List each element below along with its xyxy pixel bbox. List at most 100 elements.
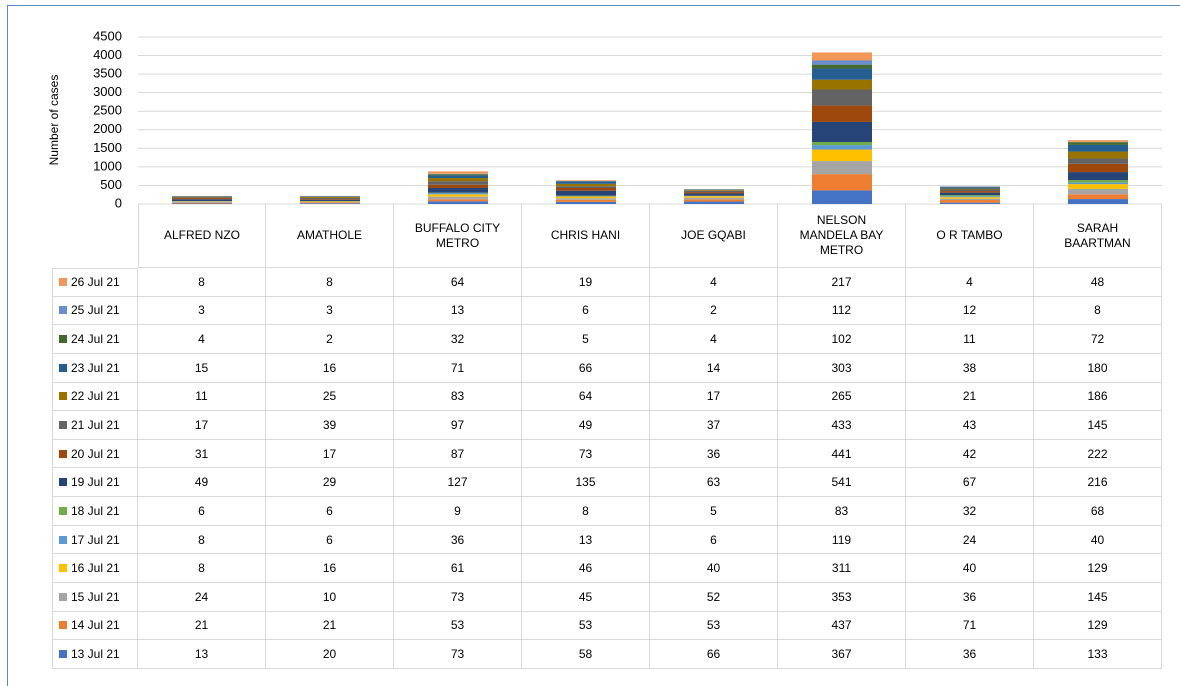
legend-key [59,478,67,486]
table-value-text: 38 [963,361,976,375]
table-value-text: 64 [451,275,464,289]
table-value-text: 72 [1091,332,1104,346]
table-value-text: 8 [582,504,589,518]
bar-segment [940,193,1000,195]
table-value: 2 [650,297,778,326]
table-value: 71 [906,612,1034,641]
category-header: O R TAMBO [906,204,1034,268]
table-value: 40 [650,554,778,583]
table-value: 129 [1034,612,1162,641]
table-value: 14 [650,354,778,383]
table-value: 13 [522,526,650,555]
table-value: 21 [266,612,394,641]
legend-entry: 13 Jul 21 [52,640,138,669]
legend-entry: 16 Jul 21 [52,554,138,583]
bar-segment [684,192,744,193]
table-value: 63 [650,468,778,497]
table-value-text: 6 [326,504,333,518]
bar-segment [428,199,488,201]
table-value-text: 4 [966,275,973,289]
bar-segment [812,174,872,190]
table-value: 66 [650,640,778,669]
bar-segment [300,196,360,197]
bar-segment [556,198,616,200]
bar-segment [172,196,232,197]
table-value: 36 [650,440,778,469]
table-value-text: 5 [582,332,589,346]
table-value: 11 [138,383,266,412]
table-value-text: 133 [1087,647,1107,661]
table-value: 24 [906,526,1034,555]
category-header: BUFFALO CITY METRO [394,204,522,268]
y-axis-label: Number of cases [47,75,61,166]
table-value-text: 66 [707,647,720,661]
table-value-text: 15 [195,361,208,375]
y-tick-label: 1500 [93,140,122,155]
bar-segment [556,181,616,183]
table-value: 36 [906,583,1034,612]
table-value: 4 [138,325,266,354]
category-header: JOE GQABI [650,204,778,268]
table-value: 222 [1034,440,1162,469]
y-tick-label: 0 [115,195,122,210]
table-value-text: 83 [451,389,464,403]
legend-label: 18 Jul 21 [71,504,120,518]
table-value-text: 24 [963,533,976,547]
table-value-text: 36 [963,647,976,661]
table-value: 127 [394,468,522,497]
table-value: 19 [522,268,650,297]
y-tick-label: 4000 [93,47,122,62]
table-value-text: 49 [195,475,208,489]
legend-label: 14 Jul 21 [71,618,120,632]
table-value-text: 303 [831,361,851,375]
table-value-text: 8 [198,533,205,547]
bar-segment [940,187,1000,188]
table-value-text: 36 [963,590,976,604]
table-value-text: 32 [963,504,976,518]
table-value: 102 [778,325,906,354]
category-header-text: JOE GQABI [681,228,746,243]
table-value: 97 [394,411,522,440]
table-value-text: 61 [451,561,464,575]
table-value-text: 36 [451,533,464,547]
table-value-text: 13 [451,303,464,317]
table-value-text: 17 [707,389,720,403]
bar-segment [940,199,1000,200]
table-value: 43 [906,411,1034,440]
category-header-text: AMATHOLE [297,228,362,243]
table-value-text: 8 [326,275,333,289]
table-value: 48 [1034,268,1162,297]
bar-segment [1068,164,1128,172]
table-value: 8 [138,526,266,555]
table-value: 8 [522,497,650,526]
bar-segment [1068,183,1128,184]
table-value-text: 21 [195,618,208,632]
table-value-text: 6 [326,533,333,547]
table-value: 40 [906,554,1034,583]
table-value: 16 [266,354,394,383]
table-value-text: 21 [323,618,336,632]
table-value-text: 8 [198,561,205,575]
table-value: 52 [650,583,778,612]
legend-key [59,621,67,629]
bar-segment [684,190,744,191]
legend-label: 21 Jul 21 [71,418,120,432]
category-header-text: O R TAMBO [936,228,1002,243]
table-value-text: 52 [707,590,720,604]
table-value-text: 129 [1087,561,1107,575]
bar-segment [940,191,1000,193]
table-value-text: 311 [832,561,851,575]
bar-segment [300,200,360,201]
table-value: 58 [522,640,650,669]
legend-key [59,536,67,544]
bar-segment [812,122,872,142]
legend-key [59,306,67,314]
table-value: 72 [1034,325,1162,354]
table-value-text: 186 [1087,389,1107,403]
table-value: 6 [522,297,650,326]
table-value-text: 87 [451,447,464,461]
table-value: 3 [266,297,394,326]
table-value: 71 [394,354,522,383]
table-value-text: 40 [1091,533,1104,547]
table-value: 6 [266,497,394,526]
